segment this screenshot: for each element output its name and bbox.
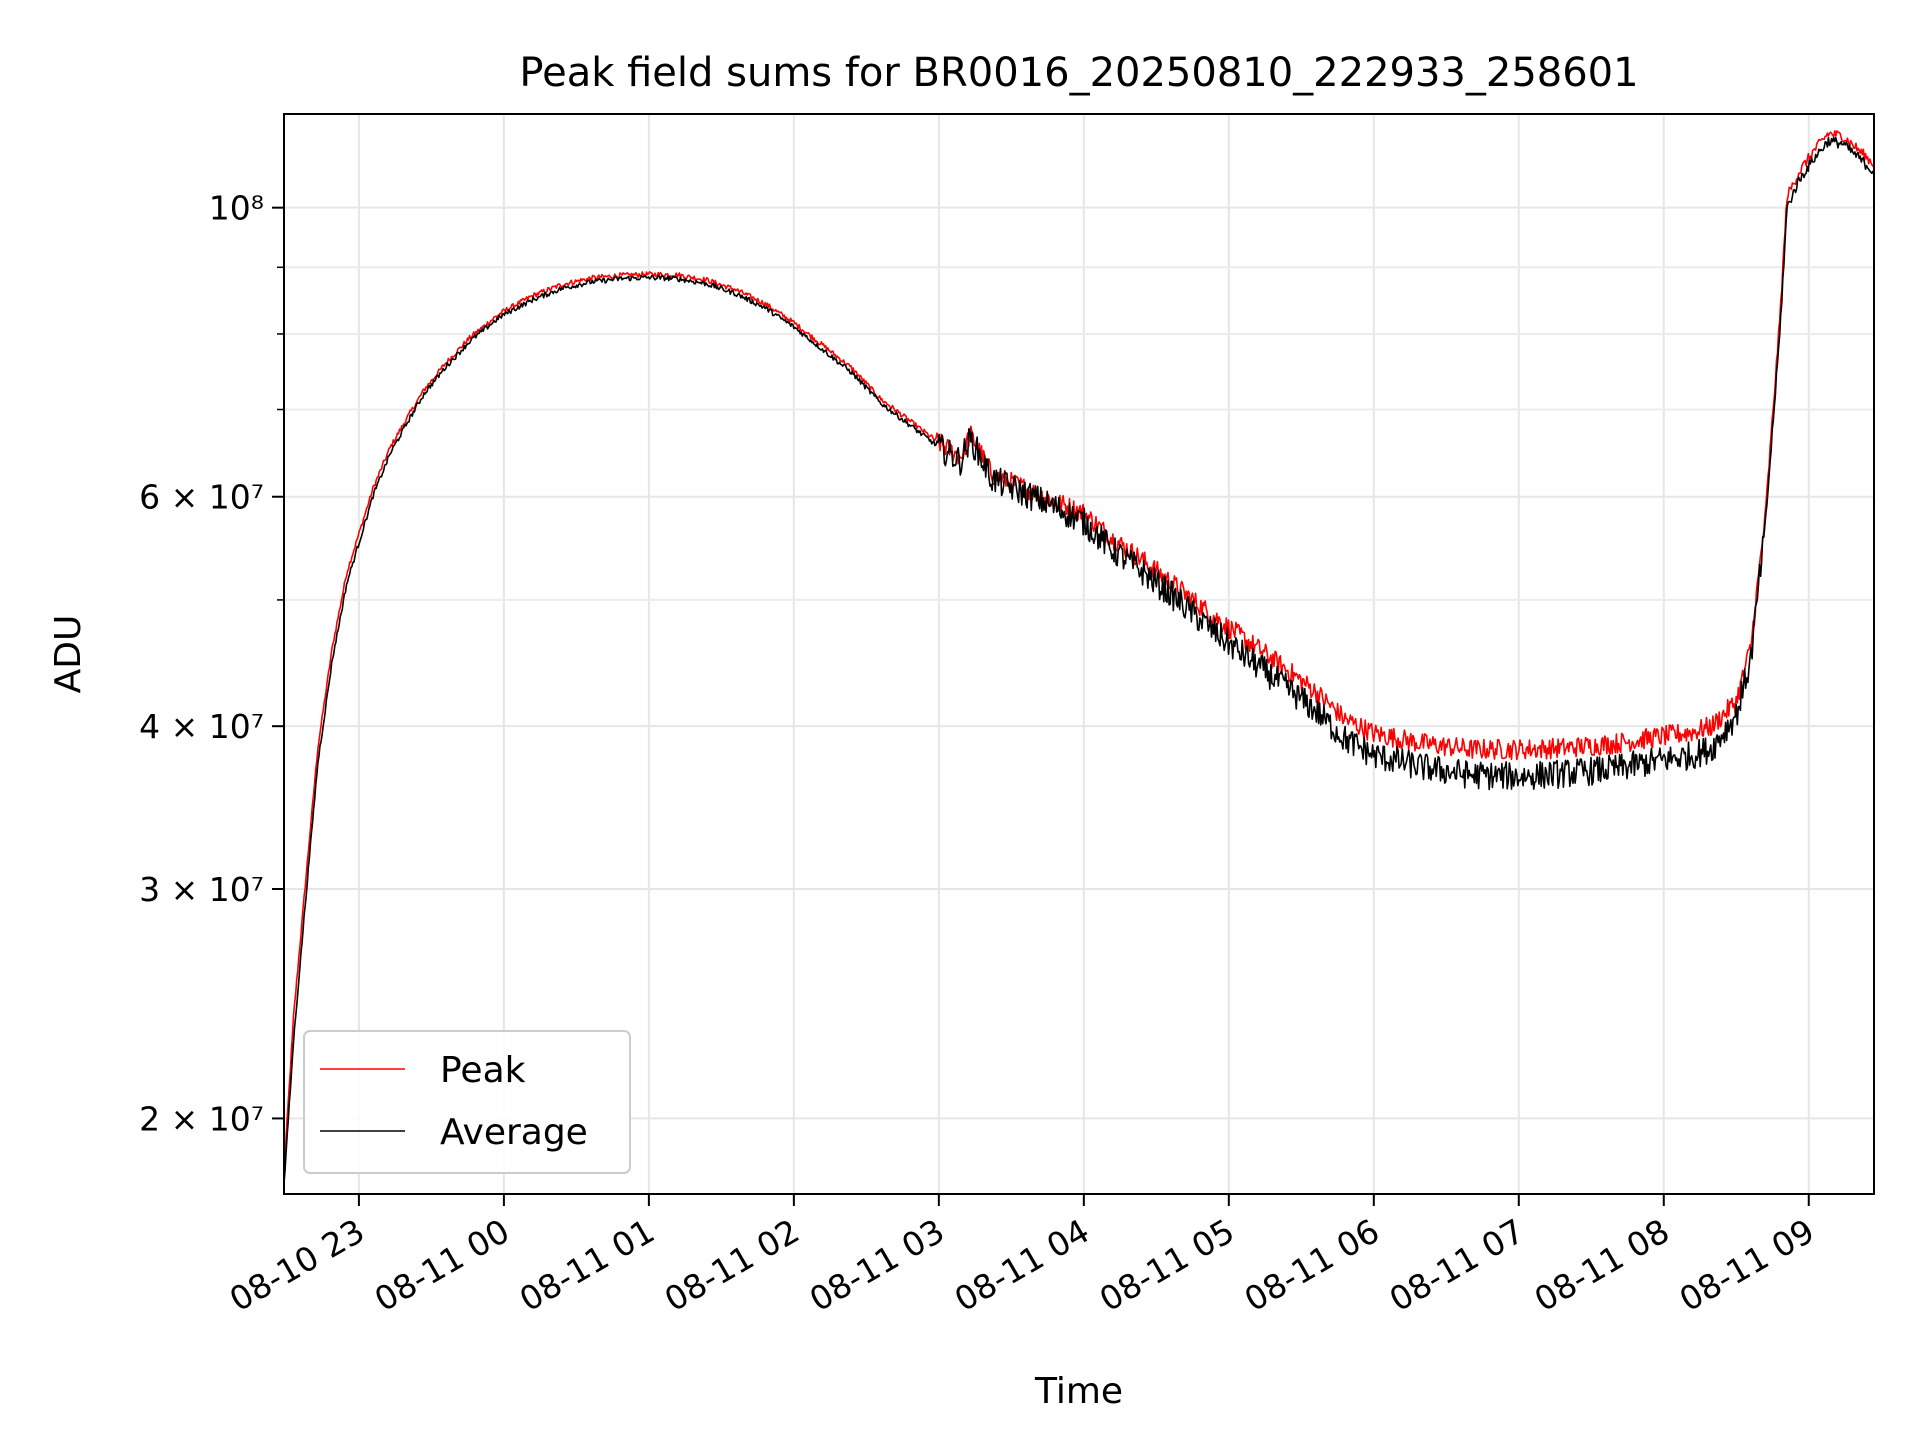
y-axis-label: ADU bbox=[48, 615, 89, 694]
legend-label-average: Average bbox=[440, 1112, 588, 1153]
y-tick-label: 2 × 10⁷ bbox=[139, 1099, 264, 1138]
y-tick-label: 6 × 10⁷ bbox=[139, 478, 264, 517]
y-tick-label: 4 × 10⁷ bbox=[139, 707, 264, 746]
y-tick-label: 10⁸ bbox=[209, 189, 264, 228]
chart-title: Peak field sums for BR0016_20250810_2229… bbox=[519, 50, 1638, 96]
x-axis-label: Time bbox=[1034, 1371, 1123, 1412]
y-tick-label: 3 × 10⁷ bbox=[139, 870, 264, 909]
series-layer bbox=[284, 130, 1874, 1184]
legend: Peak Average bbox=[303, 1030, 631, 1174]
legend-box bbox=[303, 1030, 631, 1174]
legend-label-peak: Peak bbox=[440, 1050, 526, 1091]
series-line-peak bbox=[284, 130, 1874, 1172]
series-line-average bbox=[284, 136, 1874, 1184]
plot-frame bbox=[283, 113, 1875, 1195]
